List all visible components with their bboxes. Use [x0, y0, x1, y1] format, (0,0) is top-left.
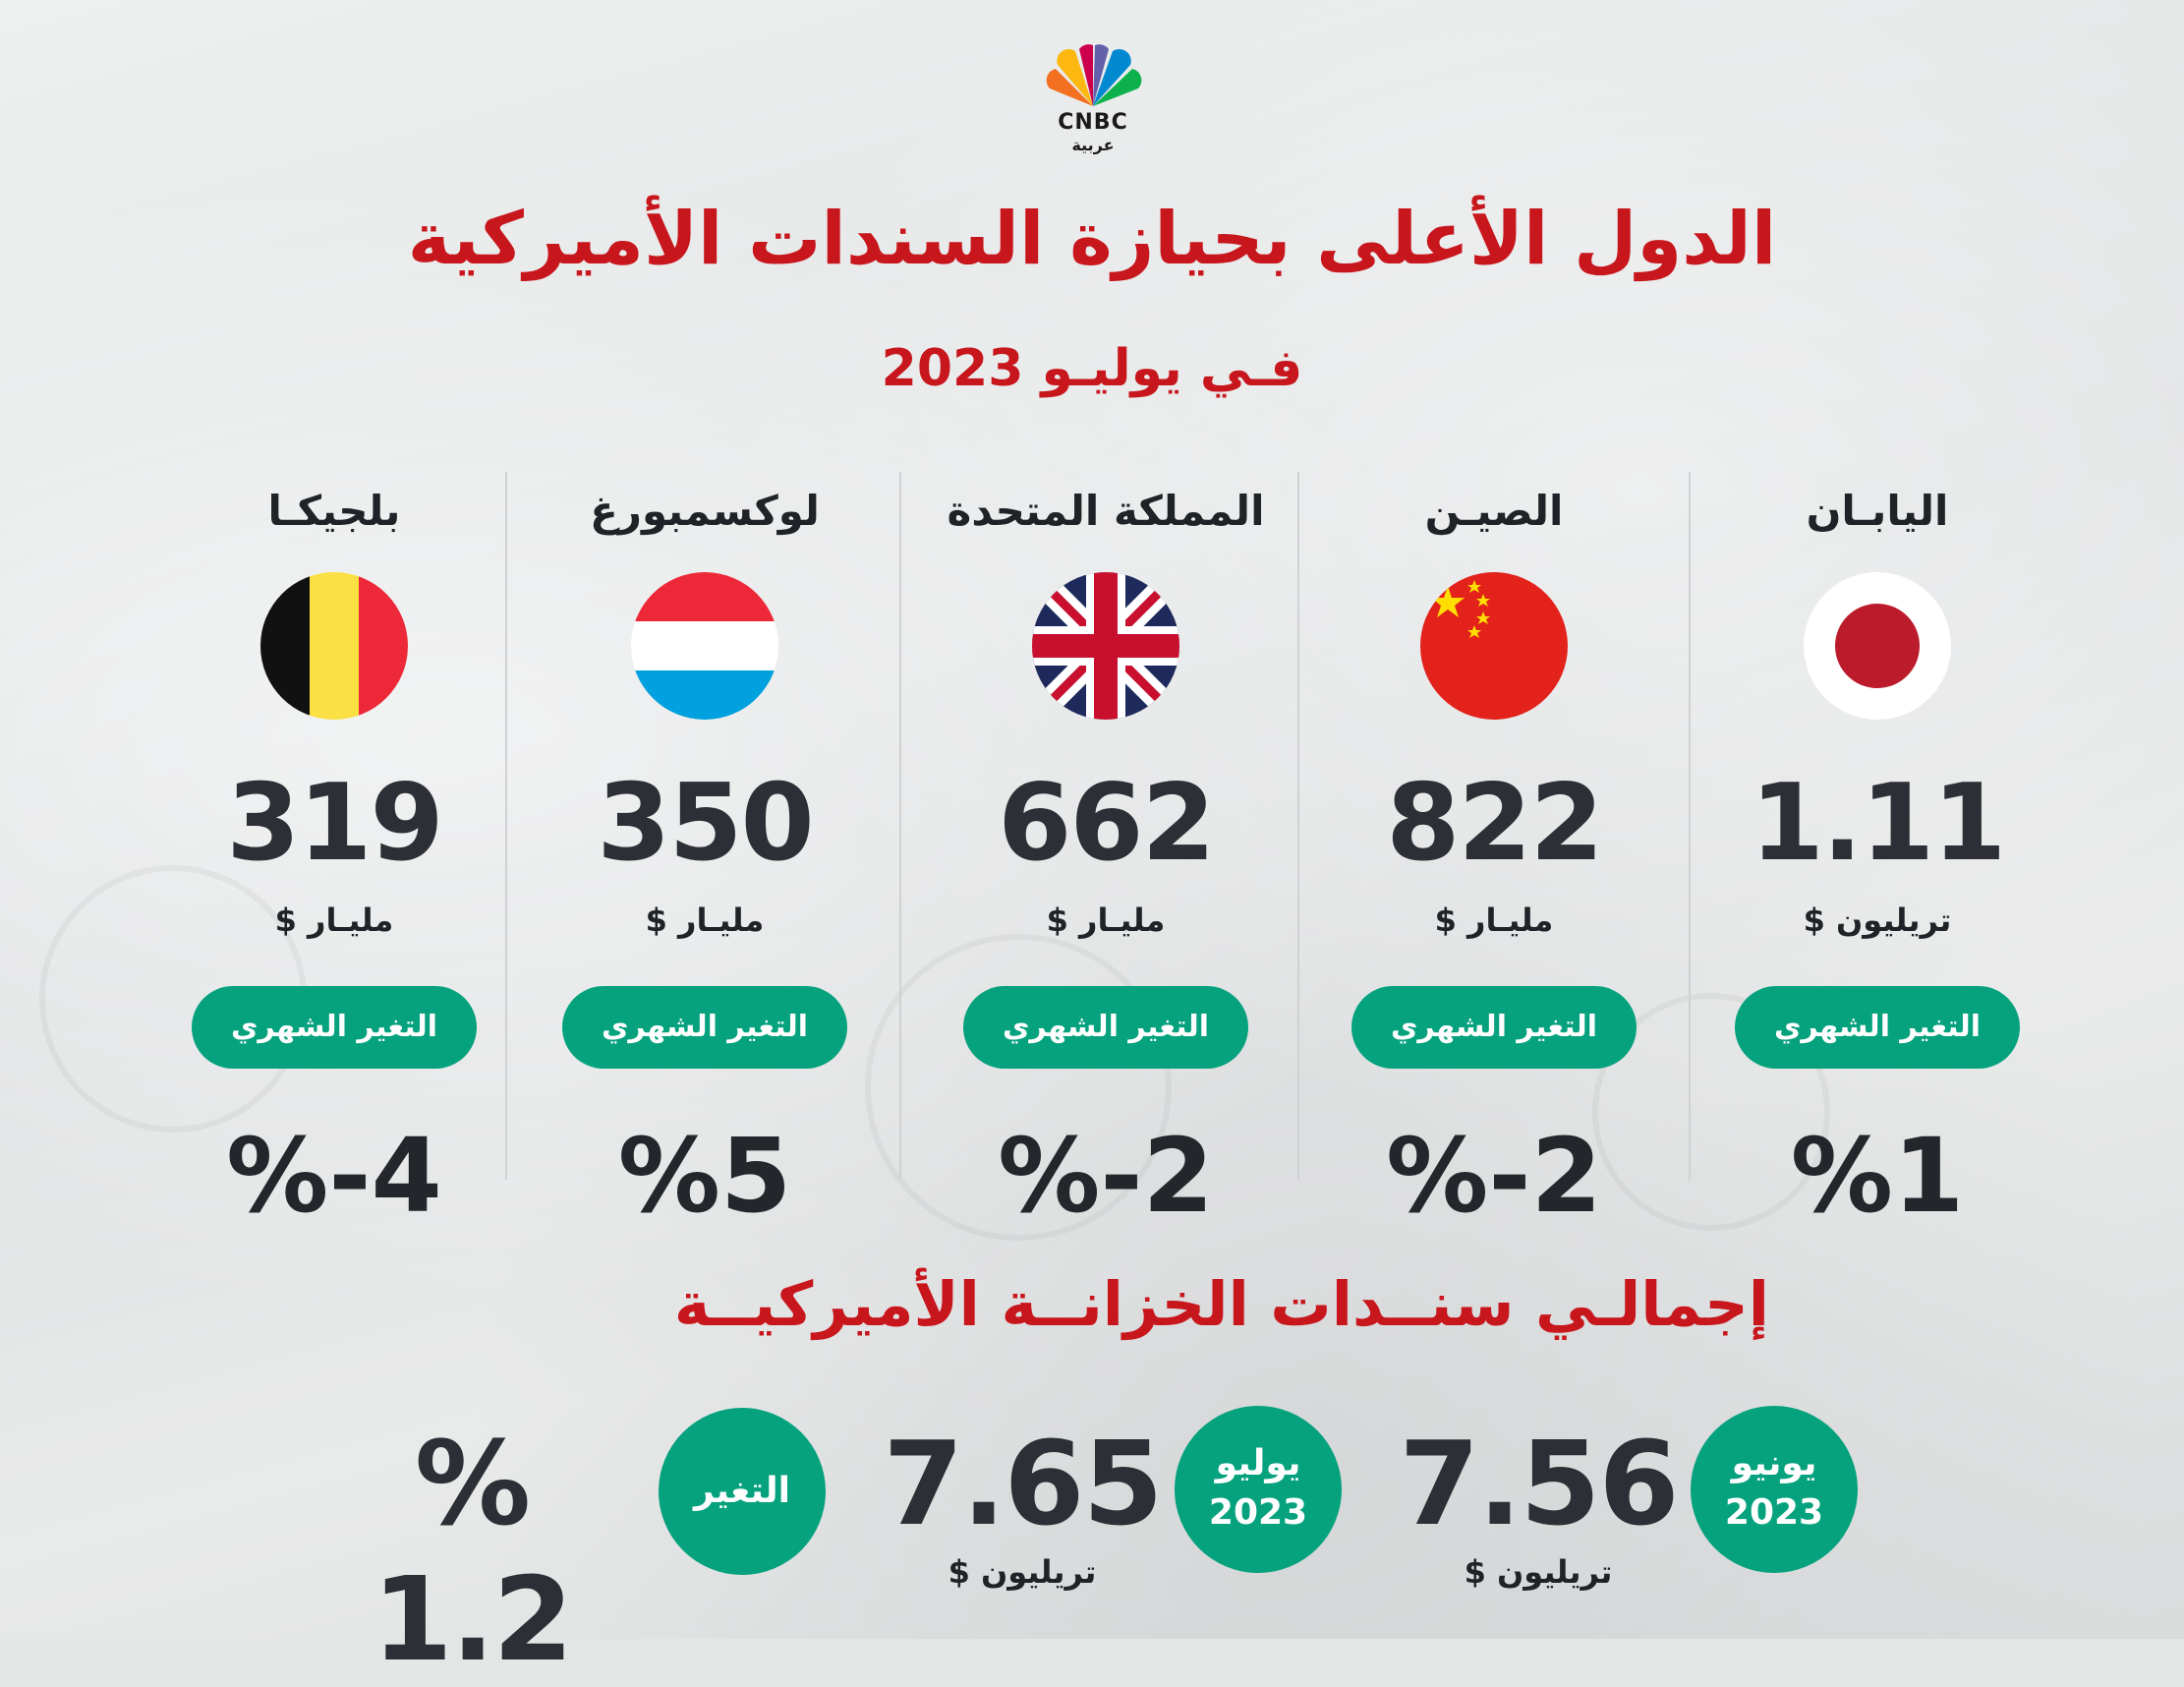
- column-divider: [1689, 472, 1691, 1180]
- country-name: الصيـن: [1424, 487, 1564, 535]
- change-label: التغير: [694, 1471, 790, 1511]
- holding-value: 822: [1386, 762, 1603, 885]
- june-year: 2023: [1724, 1492, 1824, 1533]
- brand-sub: عربية: [1071, 136, 1115, 154]
- page-title: الدول الأعلى بحيازة السندات الأميركية: [407, 197, 1777, 281]
- peacock-icon: [1046, 44, 1142, 106]
- cnbc-logo: CNBC عربية: [1032, 39, 1154, 155]
- china-flag-icon: [1420, 572, 1568, 720]
- holding-unit: مليـار $: [645, 902, 765, 939]
- monthly-change-badge: التغير الشهري: [1735, 986, 2020, 1069]
- country-card-uk: المملكة المتحدة 662 مليـار $ التغير الشه…: [919, 472, 1293, 1249]
- total-change-value: % 1.2: [372, 1416, 573, 1687]
- japan-flag-icon: [1804, 572, 1951, 720]
- column-divider: [899, 472, 901, 1180]
- country-card-belgium: بلجيكـا 319 مليـار $ التغير الشهري %-4: [147, 472, 521, 1249]
- belgium-flag-icon: [260, 572, 408, 720]
- holding-value: 319: [226, 762, 443, 885]
- monthly-change-value: %-2: [1386, 1116, 1602, 1236]
- luxembourg-flag-icon: [631, 572, 778, 720]
- july-total-unit: تريليون $: [948, 1553, 1097, 1591]
- country-name: المملكة المتحدة: [947, 487, 1265, 535]
- column-divider: [1297, 472, 1299, 1180]
- country-card-japan: اليابـان 1.11 تريليون $ التغير الشهري %1: [1691, 472, 2064, 1249]
- total-title: إجمالـي سنــدات الخزانــة الأميركيــة: [673, 1268, 1769, 1340]
- holding-unit: مليـار $: [1046, 902, 1166, 939]
- holding-value: 350: [597, 762, 814, 885]
- uk-flag-icon: [1032, 572, 1179, 720]
- june-total-value: 7.56: [1399, 1416, 1679, 1551]
- brand-name: CNBC: [1058, 110, 1128, 135]
- holding-value: 662: [998, 762, 1215, 885]
- column-divider: [505, 472, 507, 1180]
- monthly-change-value: %5: [617, 1116, 792, 1236]
- background: [0, 0, 2184, 1639]
- monthly-change-value: %1: [1790, 1116, 1965, 1236]
- holding-value: 1.11: [1750, 762, 2006, 885]
- monthly-change-badge: التغير الشهري: [1351, 986, 1637, 1069]
- holding-unit: مليـار $: [274, 902, 394, 939]
- june-total-unit: تريليون $: [1464, 1553, 1613, 1591]
- background-seal: [865, 934, 1172, 1241]
- july-year: 2023: [1208, 1492, 1308, 1533]
- country-card-luxembourg: لوكسمبورغ 350 مليـار $ التغير الشهري %5: [518, 472, 891, 1249]
- holding-unit: مليـار $: [1434, 902, 1554, 939]
- monthly-change-badge: التغير الشهري: [192, 986, 477, 1069]
- background-seal: [1592, 993, 1830, 1231]
- july-month: يوليو: [1215, 1443, 1301, 1483]
- page-subtitle: فـي يوليـو 2023: [881, 339, 1303, 398]
- country-name: اليابـان: [1806, 487, 1949, 535]
- holding-unit: تريليون $: [1803, 902, 1952, 939]
- july-total-value: 7.65: [883, 1416, 1163, 1551]
- july-badge: يوليو 2023: [1175, 1406, 1342, 1573]
- change-badge: التغير: [659, 1408, 826, 1575]
- monthly-change-value: %-4: [226, 1116, 442, 1236]
- country-name: لوكسمبورغ: [590, 487, 820, 535]
- country-card-china: الصيـن 822 مليـار $ التغير الشهري %-2: [1307, 472, 1681, 1249]
- june-badge: يونيو 2023: [1691, 1406, 1858, 1573]
- country-name: بلجيكـا: [267, 487, 401, 535]
- monthly-change-badge: التغير الشهري: [963, 986, 1248, 1069]
- monthly-change-badge: التغير الشهري: [562, 986, 847, 1069]
- monthly-change-value: %-2: [998, 1116, 1214, 1236]
- june-month: يونيو: [1731, 1443, 1817, 1483]
